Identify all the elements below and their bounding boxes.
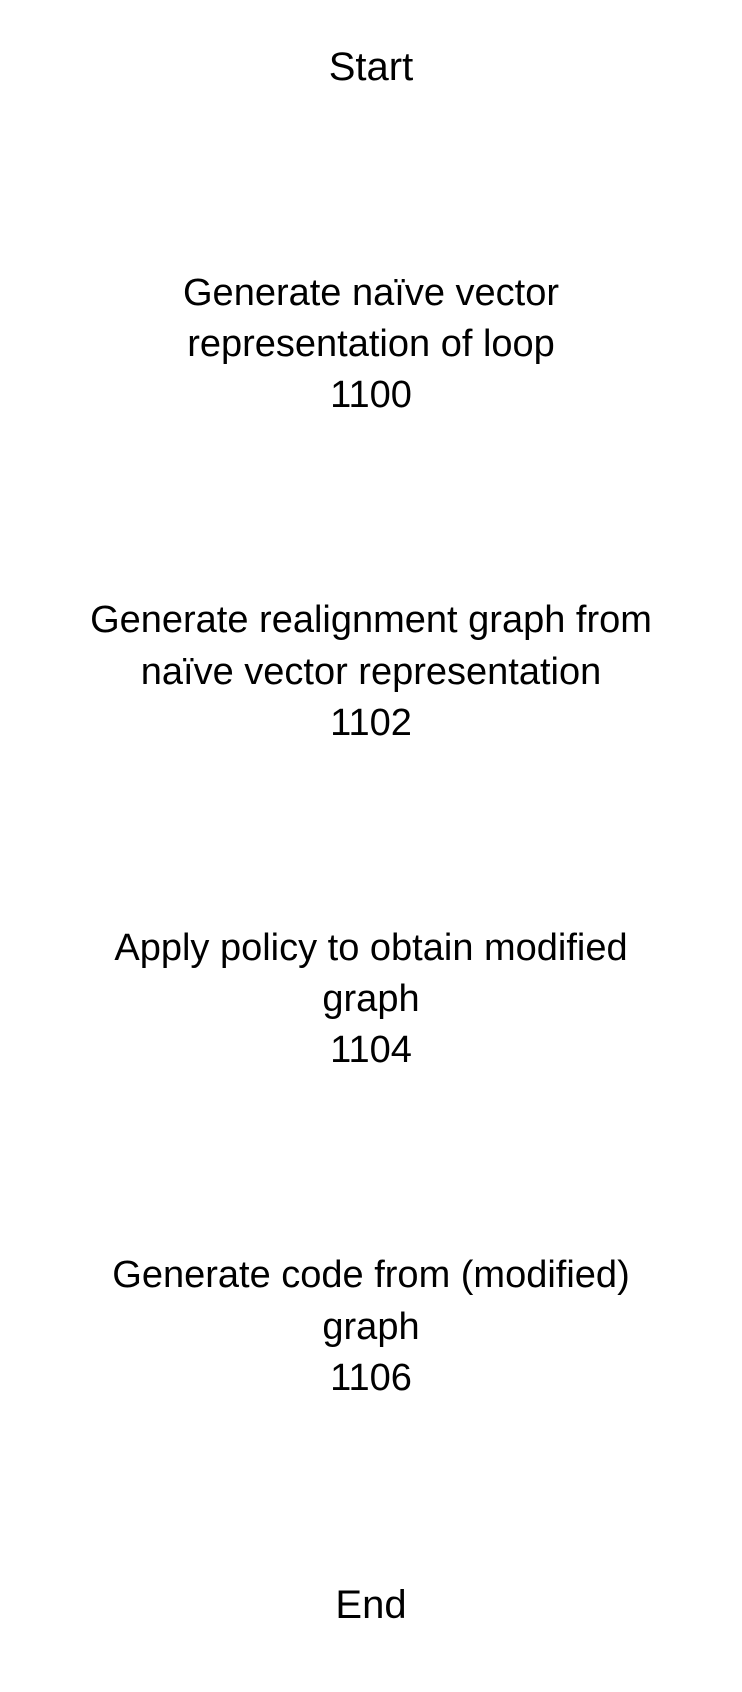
flow-step-1106: Generate code from (modified) graph 1106: [61, 1250, 681, 1404]
step-number: 1100: [330, 374, 412, 416]
flow-step-1102: Generate realignment graph from naïve ve…: [61, 595, 681, 749]
step-text: Generate naïve vector representation of …: [183, 272, 559, 365]
step-text: Apply policy to obtain modified graph: [114, 927, 627, 1020]
step-number: 1102: [330, 702, 412, 744]
step-number: 1104: [330, 1029, 412, 1071]
flow-start: Start: [329, 40, 413, 94]
step-number: 1106: [330, 1357, 412, 1399]
step-text: Generate realignment graph from naïve ve…: [90, 599, 652, 692]
flow-end: End: [335, 1578, 406, 1632]
step-text: Generate code from (modified) graph: [112, 1254, 629, 1347]
flow-step-1100: Generate naïve vector representation of …: [61, 268, 681, 422]
flow-step-1104: Apply policy to obtain modified graph 11…: [61, 923, 681, 1077]
